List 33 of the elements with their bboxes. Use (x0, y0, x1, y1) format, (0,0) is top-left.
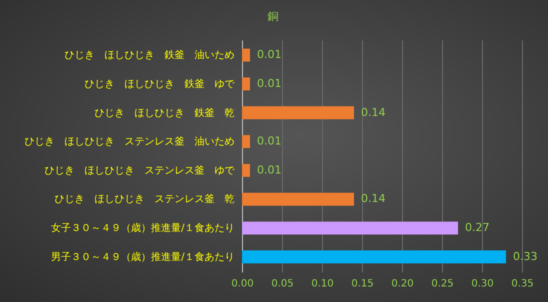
data-label: 0.01 (257, 163, 282, 176)
x-tick-label: 0.30 (471, 278, 494, 290)
x-tick-label: 0.25 (431, 278, 454, 290)
y-tick-label: ひじき ほしひじき 鉄釜 ゆで (84, 78, 236, 90)
bar (242, 250, 506, 264)
bar (242, 48, 250, 62)
data-label: 0.14 (361, 192, 386, 206)
data-label: 0.27 (465, 221, 490, 234)
bar (242, 106, 354, 120)
y-tick-label: 女子３０～４９（歳）推進量/１食あたり (51, 222, 234, 234)
bar (242, 164, 250, 177)
x-tick-label: 0.00 (231, 278, 254, 290)
y-tick-label: ひじき ほしひじき 鉄釜 油いため (64, 49, 234, 62)
x-tick-label: 0.15 (351, 278, 374, 290)
x-tick-label: 0.35 (511, 278, 534, 290)
x-tick-label: 0.20 (391, 278, 414, 290)
data-label: 0.01 (257, 76, 282, 90)
x-tick-label: 0.10 (311, 278, 334, 290)
x-tick-label: 0.05 (271, 278, 294, 290)
chart-title: 銅 (268, 10, 278, 23)
data-label: 0.33 (513, 250, 538, 263)
bar (242, 192, 354, 206)
bar (242, 77, 250, 90)
y-tick-label: ひじき ほしひじき ステンレス釜 ゆで (44, 164, 236, 176)
bar (242, 135, 250, 148)
y-tick-label: ひじき ほしひじき 鉄釜 乾 (94, 106, 234, 119)
y-tick-label: ひじき ほしひじき ステンレス釜 油いため (24, 136, 234, 148)
data-label: 0.01 (257, 48, 282, 62)
bar (242, 222, 458, 235)
y-tick-label: ひじき ほしひじき ステンレス釜 乾 (54, 193, 234, 206)
y-tick-label: 男子３０～４９（歳）推進量/１食あたり (51, 250, 234, 263)
data-label: 0.14 (361, 106, 386, 119)
data-label: 0.01 (257, 134, 282, 148)
